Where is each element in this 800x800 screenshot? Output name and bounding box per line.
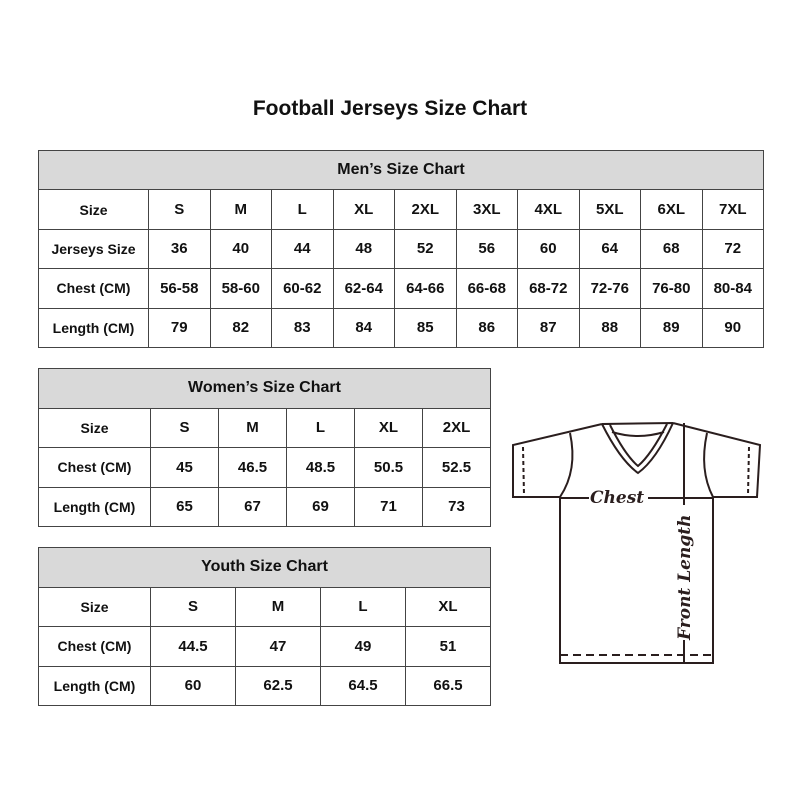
page-title: Football Jerseys Size Chart [252,97,528,120]
table-cell: 66-68 [455,268,518,309]
table-cell: 87 [517,307,580,348]
row-label: Chest (CM) [38,626,151,667]
table-row: Jerseys Size 36 40 44 48 52 56 60 64 68 72 [38,228,764,270]
table-cell: 68 [640,228,703,270]
table-row: Chest (CM) 44.5 47 49 51 [38,626,491,667]
table-cell: 44 [271,228,334,270]
table-cell: 60 [517,228,580,270]
armhole-left [559,432,574,498]
mens-size-table: Men’s Size Chart Size S M L XL 2XL 3XL 4XL 5XL 6XL… [38,149,764,348]
table-cell: 84 [332,307,395,348]
armhole-right [703,432,714,498]
chest-label: Chest [590,488,644,508]
table-cell: 67 [218,486,287,527]
table-cell: L [271,189,334,230]
table-cell: 45 [150,447,219,488]
table-cell: 5XL [578,189,641,230]
table-cell: 79 [148,307,211,348]
row-label: Jerseys Size [38,228,149,270]
table-cell: XL [332,189,395,230]
row-label: Length (CM) [38,307,149,348]
table-cell: 47 [235,626,321,667]
table-cell: 64.5 [320,665,406,706]
table-cell: 71 [354,486,423,527]
table-cell: 72 [701,228,764,270]
shirt-outline [512,422,762,664]
table-row: Chest (CM) 45 46.5 48.5 50.5 52.5 [38,447,491,488]
row-label: Chest (CM) [38,447,151,488]
table-cell: 64-66 [394,268,457,309]
table-cell: 48 [332,228,395,270]
table-cell: M [235,586,321,627]
table-cell: S [150,586,236,627]
table-cell: 66.5 [405,665,491,706]
table-cell: 51 [405,626,491,667]
table-cell: 69 [286,486,355,527]
table-cell: L [320,586,406,627]
table-row: Length (CM) 79 82 83 84 85 86 87 88 89 90 [38,307,764,348]
table-cell: 40 [209,228,272,270]
table-cell: 52.5 [422,447,491,488]
table-cell: 48.5 [286,447,355,488]
table-cell: XL [354,407,423,448]
sleeve-hem [522,446,750,496]
table-cell: 49 [320,626,406,667]
table-cell: 82 [209,307,272,348]
collar [601,422,674,475]
row-label: Size [38,586,151,627]
table-cell: 7XL [701,189,764,230]
table-cell: 73 [422,486,491,527]
table-cell: 62.5 [235,665,321,706]
row-label: Chest (CM) [38,268,149,309]
table-row: Length (CM) 65 67 69 71 73 [38,486,491,527]
front-length-label: Front Length [675,515,695,641]
table-cell: 50.5 [354,447,423,488]
table-cell: 60 [150,665,236,706]
table-cell: 65 [150,486,219,527]
table-row: Size S M L XL 2XL 3XL 4XL 5XL 6XL 7XL [38,189,764,230]
table-cell: 90 [701,307,764,348]
table-cell: 36 [148,228,211,270]
table-row: Length (CM) 60 62.5 64.5 66.5 [38,665,491,706]
table-cell: 60-62 [271,268,334,309]
table-row: Size S M L XL [38,586,491,627]
table-row: Chest (CM) 56-58 58-60 60-62 62-64 64-66 66-68… [38,268,764,309]
men-caption: Men’s Size Chart [38,149,764,191]
table-cell: 68-72 [517,268,580,309]
table-cell: 56 [455,228,518,270]
table-cell: 2XL [422,407,491,448]
row-label: Length (CM) [38,486,151,527]
table-cell: XL [405,586,491,627]
table-cell: M [218,407,287,448]
youth-caption: Youth Size Chart [38,547,491,588]
table-cell: 76-80 [640,268,703,309]
table-cell: 72-76 [578,268,641,309]
row-label: Size [38,189,149,230]
youth-size-table: Youth Size Chart Size S M L XL Chest (CM) 44.5 4… [38,547,491,706]
table-cell: 80-84 [701,268,764,309]
table-cell: 56-58 [148,268,211,309]
table-cell: 88 [578,307,641,348]
table-cell: 62-64 [332,268,395,309]
table-row: Size S M L XL 2XL [38,407,491,448]
table-cell: 6XL [640,189,703,230]
table-cell: 44.5 [150,626,236,667]
women-caption: Women’s Size Chart [38,368,491,409]
row-label: Size [38,407,151,448]
womens-size-table: Women’s Size Chart Size S M L XL 2XL Chest (CM)… [38,368,491,527]
table-cell: 85 [394,307,457,348]
table-cell: L [286,407,355,448]
table-cell: 86 [455,307,518,348]
